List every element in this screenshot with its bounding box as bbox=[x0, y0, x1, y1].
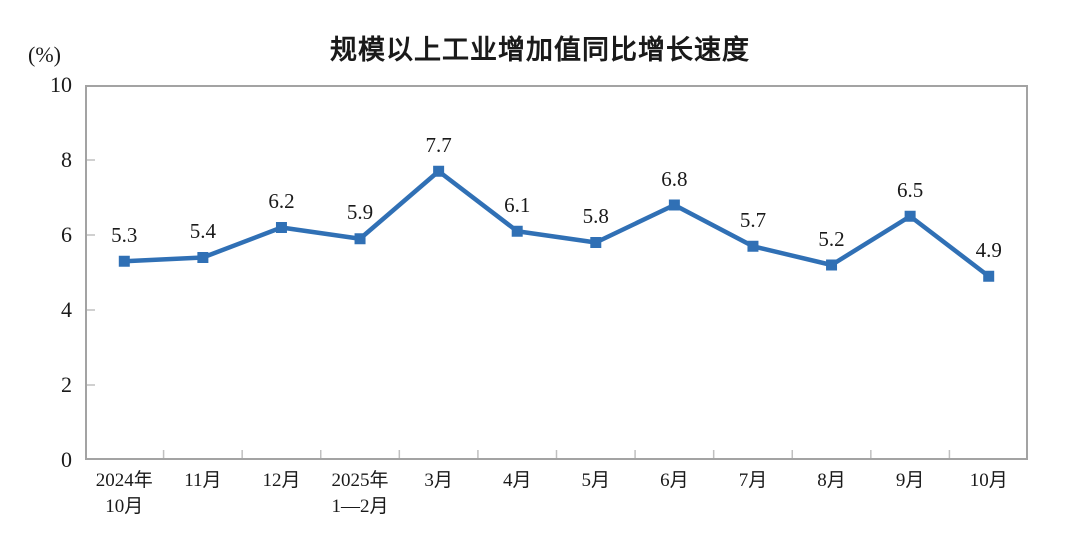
data-point-label: 4.9 bbox=[975, 237, 1002, 262]
data-point-marker bbox=[354, 233, 366, 245]
x-tick-label: 7月 bbox=[738, 470, 768, 491]
y-tick-label: 8 bbox=[61, 147, 72, 172]
x-tick-label: 3月 bbox=[424, 470, 453, 491]
data-point-marker bbox=[590, 237, 602, 248]
y-tick-label: 6 bbox=[61, 222, 72, 247]
x-tick-label: 6月 bbox=[660, 470, 689, 491]
x-tick-label: 11月 bbox=[184, 470, 222, 491]
data-point-marker bbox=[904, 210, 916, 222]
x-tick-label: 12月 bbox=[262, 470, 301, 491]
data-point-marker bbox=[118, 255, 130, 267]
x-tick-label: 2024年 10月 bbox=[95, 470, 153, 517]
plot-area: 5.3 5.4 6.2 5.9 7.7 6.1 5.8 6.8 5.7 5.2 6.5 4.9 bbox=[85, 85, 1028, 460]
data-point-label: 7.7 bbox=[425, 132, 452, 157]
chart-canvas bbox=[85, 85, 1028, 460]
data-point-label: 5.2 bbox=[818, 226, 845, 251]
data-point-marker bbox=[668, 199, 680, 211]
y-tick-label: 0 bbox=[61, 447, 72, 472]
y-tick-label: 4 bbox=[61, 297, 72, 322]
data-point-label: 6.8 bbox=[661, 166, 688, 191]
x-tick-label: 2025年 1—2月 bbox=[331, 470, 389, 517]
data-point-marker bbox=[197, 252, 209, 263]
data-point-marker bbox=[511, 225, 523, 237]
chart-line bbox=[122, 169, 991, 279]
data-point-marker bbox=[433, 165, 445, 177]
data-point-marker bbox=[983, 270, 995, 282]
x-tick-label: 10月 bbox=[969, 470, 1008, 491]
y-tick-label: 2 bbox=[61, 372, 72, 397]
data-point-marker bbox=[826, 259, 838, 271]
plot-border bbox=[85, 85, 1028, 460]
x-tick-label: 5月 bbox=[581, 470, 611, 491]
data-point-label: 6.5 bbox=[897, 177, 924, 202]
data-point-label: 5.7 bbox=[739, 207, 767, 232]
x-tick-label: 9月 bbox=[895, 470, 925, 491]
y-axis-unit-label: (%) bbox=[28, 42, 61, 67]
data-point-marker bbox=[747, 240, 759, 252]
chart-title: 规模以上工业增加值同比增长速度 bbox=[330, 35, 750, 65]
data-point-label: 5.4 bbox=[189, 219, 216, 243]
data-point-label: 6.2 bbox=[268, 189, 295, 213]
data-point-label: 5.9 bbox=[346, 200, 374, 225]
x-tick-label: 8月 bbox=[817, 470, 846, 491]
data-point-label: 6.1 bbox=[504, 192, 531, 217]
data-point-marker bbox=[275, 222, 287, 233]
y-tick-label: 10 bbox=[50, 72, 72, 97]
data-point-label: 5.3 bbox=[111, 222, 138, 247]
data-point-label: 5.8 bbox=[582, 204, 609, 228]
x-tick-label: 4月 bbox=[502, 470, 532, 491]
